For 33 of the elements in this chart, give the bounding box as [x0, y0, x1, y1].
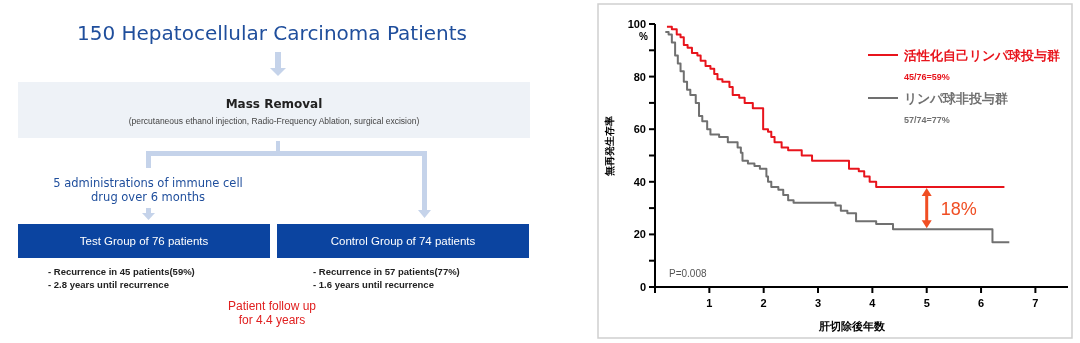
x-tick-label: 1 — [706, 297, 713, 309]
y-tick-label: 40 — [633, 175, 646, 188]
legend-label: リンパ球非投与群 — [904, 91, 1008, 106]
x-tick-label: 5 — [923, 297, 930, 309]
y-tick-label: 60 — [633, 123, 646, 136]
x-tick-label: 4 — [869, 297, 877, 309]
x-axis-title: 肝切除後年数 — [818, 320, 886, 333]
y-tick-label: 0 — [639, 281, 646, 293]
annotation: 57/74=77% — [904, 115, 950, 125]
text: Patient follow up for 4.4 years — [227, 299, 317, 327]
text: 5 administrations of immune cell drug over 6 months — [53, 176, 243, 204]
x-tick-label: 7 — [1032, 297, 1039, 309]
y-axis-title: 無再発生存率 — [604, 115, 615, 177]
text: - Recurrence in 45 patients(59%) — [48, 266, 195, 277]
text: % — [639, 31, 648, 42]
y-tick-label: 100 — [627, 18, 646, 30]
text: Mass Removal — [225, 97, 323, 111]
y-tick-label: 80 — [633, 70, 646, 83]
legend-label: 活性化自己リンパ球投与群 — [903, 48, 1060, 63]
text: Control Group of 74 patients — [330, 235, 476, 247]
x-tick-label: 3 — [814, 297, 822, 309]
text: 150 Hepatocellular Carcinoma Patients — [76, 21, 468, 45]
text: - Recurrence in 57 patients(77%) — [313, 266, 460, 277]
x-tick-label: 2 — [760, 297, 767, 309]
y-tick-label: 20 — [633, 228, 646, 241]
text: Test Group of 76 patients — [79, 235, 209, 247]
annotation: 18% — [940, 199, 977, 220]
text: - 2.8 years until recurrence — [48, 279, 169, 290]
annotation: P=0.008 — [669, 268, 707, 279]
x-tick-label: 6 — [977, 297, 985, 309]
annotation: 45/76=59% — [904, 72, 950, 82]
text: (percutaneous ethanol injection, Radio-Frequency Ablation, surgical excision) — [128, 116, 420, 126]
text: - 1.6 years until recurrence — [313, 279, 434, 290]
